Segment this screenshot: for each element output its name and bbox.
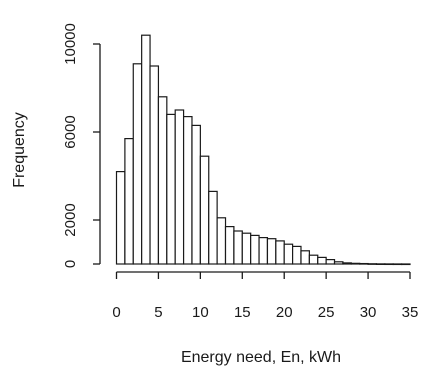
histogram-bar xyxy=(317,256,327,265)
x-tick-label: 25 xyxy=(318,304,335,321)
histogram-bar xyxy=(157,96,168,265)
y-tick-label: 10000 xyxy=(62,23,79,65)
x-tick-label: 0 xyxy=(112,304,120,321)
y-axis: 0 2000 6000 10000 xyxy=(62,23,101,268)
histogram-bar xyxy=(182,115,193,265)
histogram-bar xyxy=(241,232,252,265)
histogram-bar xyxy=(325,259,336,265)
histogram-bar xyxy=(292,245,302,265)
histogram-bar xyxy=(124,138,134,265)
histogram-bar xyxy=(208,190,218,265)
histogram-bar xyxy=(216,217,227,265)
y-axis-title: Frequency xyxy=(11,112,28,188)
histogram-bar xyxy=(149,65,160,265)
histogram-bar xyxy=(174,109,185,265)
y-tick-label: 0 xyxy=(62,260,79,268)
histogram-bar xyxy=(258,237,269,265)
histogram-bar xyxy=(132,63,143,265)
x-tick-label: 30 xyxy=(360,304,377,321)
histogram-bar xyxy=(283,243,294,265)
x-tick-label: 5 xyxy=(154,304,162,321)
x-tick-label: 35 xyxy=(402,304,419,321)
histogram-bar xyxy=(199,155,210,265)
x-tick-label: 15 xyxy=(234,304,251,321)
histogram-bar xyxy=(367,263,378,265)
x-axis: 0 5 10 15 20 25 30 35 xyxy=(112,271,419,321)
histogram-bar xyxy=(333,261,344,265)
histogram-bar xyxy=(141,34,151,265)
histogram-bar xyxy=(359,262,369,265)
histogram-bar xyxy=(300,250,310,265)
histogram-bar xyxy=(401,263,411,266)
histogram-bars xyxy=(115,34,411,266)
x-tick-label: 10 xyxy=(192,304,209,321)
histogram-bar xyxy=(166,113,176,265)
x-axis-title: Energy need, En, kWh xyxy=(181,349,341,366)
histogram-bar xyxy=(115,171,126,265)
histogram-bar xyxy=(275,240,285,265)
histogram-bar xyxy=(308,254,319,265)
y-tick-label: 6000 xyxy=(62,115,79,148)
histogram-bar xyxy=(250,234,260,265)
histogram-bar xyxy=(266,238,277,265)
y-tick-label: 2000 xyxy=(62,203,79,236)
histogram-bar xyxy=(233,230,243,265)
histogram-bar xyxy=(342,262,352,265)
histogram-bar xyxy=(191,124,201,265)
histogram-bar xyxy=(384,263,394,266)
histogram-bar xyxy=(224,226,235,265)
histogram-bar xyxy=(392,263,403,266)
histogram-bar xyxy=(375,263,386,265)
x-tick-label: 20 xyxy=(276,304,293,321)
histogram-bar xyxy=(350,262,361,265)
